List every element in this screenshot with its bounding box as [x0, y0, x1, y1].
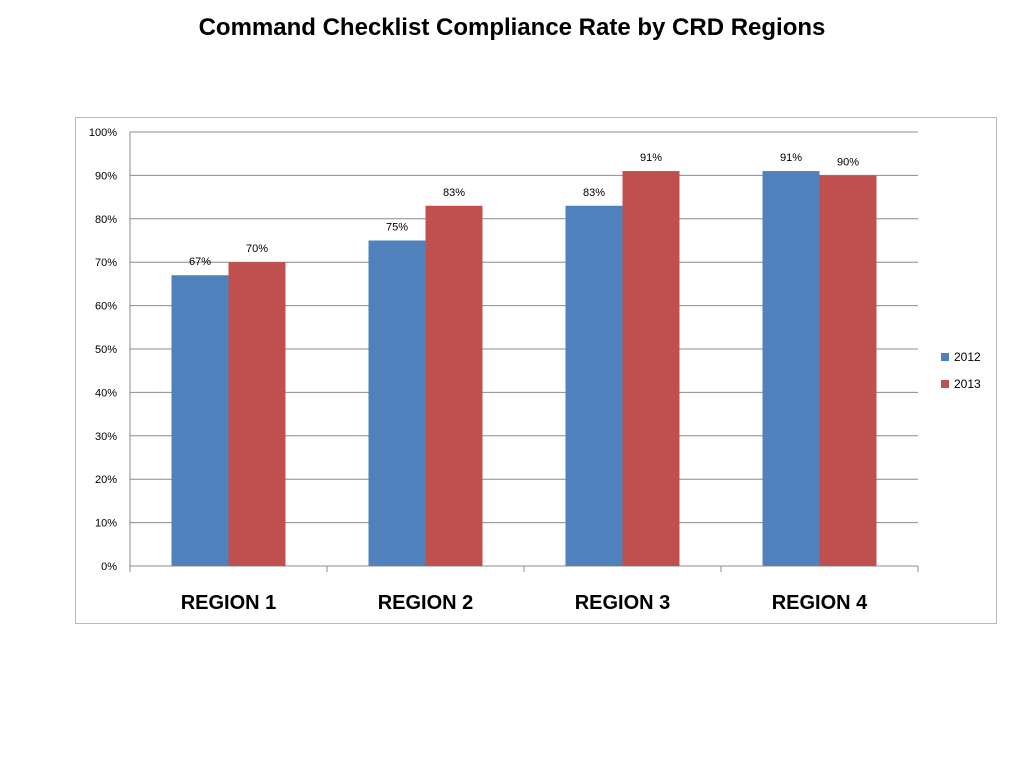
y-tick-label: 0%: [101, 561, 117, 573]
bar-2012: [171, 275, 229, 566]
y-tick-label: 40%: [95, 387, 117, 399]
y-tick-label: 10%: [95, 518, 117, 530]
legend-item-2012: 2012: [941, 350, 981, 364]
bar-2012: [762, 171, 820, 566]
bar-2013: [819, 175, 877, 566]
x-tick-label: REGION 4: [772, 592, 868, 614]
y-tick-label: 60%: [95, 301, 117, 313]
data-label: 91%: [780, 152, 802, 164]
legend-label-2012: 2012: [954, 350, 981, 364]
bar-2012: [565, 205, 623, 566]
data-label: 91%: [640, 152, 662, 164]
x-tick-label: REGION 2: [378, 592, 474, 614]
data-label: 83%: [583, 187, 605, 199]
data-label: 67%: [189, 256, 211, 268]
y-tick-label: 30%: [95, 431, 117, 443]
chart-title: Command Checklist Compliance Rate by CRD…: [198, 14, 826, 41]
y-tick-label: 80%: [95, 214, 117, 226]
legend-item-2013: 2013: [941, 377, 981, 391]
legend-swatch-2012: [941, 353, 949, 361]
y-tick-label: 50%: [95, 344, 117, 356]
data-label: 90%: [837, 156, 859, 168]
bar-2013: [425, 205, 483, 566]
y-tick-label: 20%: [95, 474, 117, 486]
y-tick-label: 90%: [95, 170, 117, 182]
data-label: 83%: [443, 187, 465, 199]
bar-2013: [622, 171, 680, 566]
data-label: 70%: [246, 243, 268, 255]
data-label: 75%: [386, 222, 408, 234]
legend-label-2013: 2013: [954, 377, 981, 391]
legend-swatch-2013: [941, 380, 949, 388]
bar-2013: [228, 262, 286, 566]
bar-2012: [368, 240, 426, 566]
x-tick-label: REGION 3: [575, 592, 671, 614]
y-tick-label: 100%: [89, 127, 117, 139]
y-tick-label: 70%: [95, 257, 117, 269]
legend: 2012 2013: [941, 350, 981, 404]
x-tick-label: REGION 1: [181, 592, 277, 614]
